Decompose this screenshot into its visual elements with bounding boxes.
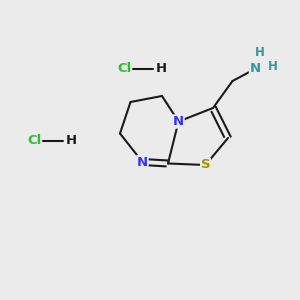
Text: Cl: Cl	[117, 62, 132, 76]
Text: N: N	[137, 155, 148, 169]
Text: H: H	[156, 62, 167, 76]
Text: N: N	[249, 62, 261, 76]
Text: H: H	[66, 134, 77, 148]
Text: Cl: Cl	[27, 134, 42, 148]
Text: N: N	[173, 115, 184, 128]
Text: H: H	[255, 46, 264, 59]
Text: H: H	[268, 59, 278, 73]
Text: S: S	[201, 158, 210, 172]
